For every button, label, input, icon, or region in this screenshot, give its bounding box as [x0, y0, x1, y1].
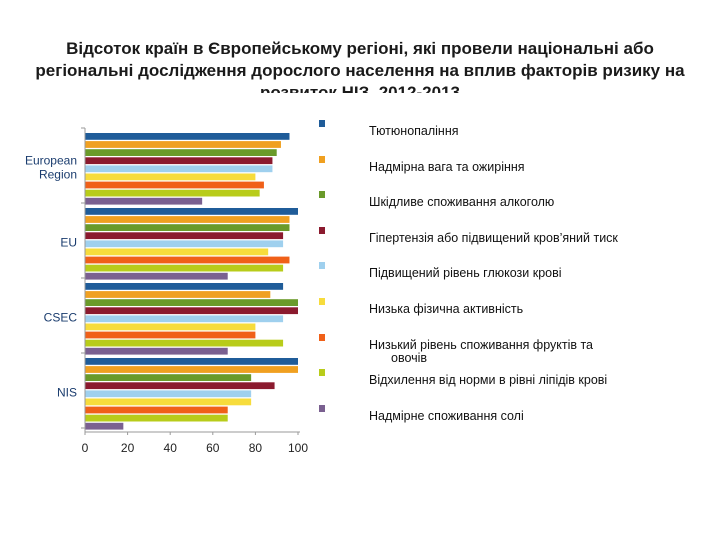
bar [85, 224, 290, 231]
legend-swatch [319, 369, 325, 377]
legend-label: Низький рівень споживання фруктів та [369, 337, 594, 352]
bar [85, 264, 284, 272]
bar [85, 307, 298, 315]
x-tick-label: 80 [249, 441, 263, 455]
legend-label: Підвищений рівень глюкози крові [369, 266, 562, 281]
x-tick-label: 0 [82, 441, 89, 455]
chart-title: Відсоток країн в Європейському регіоні, … [35, 39, 685, 93]
bar [85, 157, 273, 165]
legend-label: Надмірне споживання солі [369, 408, 524, 423]
legend-swatch [319, 333, 325, 341]
bar [85, 398, 252, 406]
bar [85, 390, 252, 398]
bar [85, 347, 228, 355]
bar [85, 422, 124, 430]
legend-label: Надмірна вага та ожиріння [369, 159, 525, 174]
bar [85, 256, 290, 264]
bar [85, 331, 256, 339]
bar [85, 141, 281, 148]
bar [85, 272, 228, 280]
bar [85, 232, 284, 240]
bar [85, 414, 228, 422]
x-tick-label: 60 [206, 441, 220, 455]
legend-swatch [319, 226, 325, 234]
bar [85, 181, 264, 189]
bar [85, 165, 273, 173]
bar [85, 197, 203, 205]
bar [85, 189, 260, 197]
bar [85, 133, 290, 140]
legend-label: Низька фізична активність [369, 302, 524, 316]
x-tick-label: 40 [164, 441, 178, 455]
bar [85, 299, 298, 306]
bar [85, 339, 284, 347]
bar [85, 208, 298, 215]
x-tick-label: 100 [288, 441, 308, 455]
legend-swatch [319, 298, 325, 305]
bar [85, 374, 252, 381]
bar [85, 366, 298, 373]
legend-label: Відхилення від норми в рівні ліпідів кро… [369, 373, 608, 388]
category-label: CSEC [44, 311, 78, 325]
category-label: European [25, 154, 77, 168]
legend-label: овочів [391, 350, 428, 365]
legend-swatch [319, 191, 325, 199]
bar [85, 315, 284, 323]
bar [85, 248, 269, 256]
bar [85, 149, 277, 156]
category-label: EU [60, 236, 77, 250]
legend-label: Тютюнопаління [369, 124, 459, 138]
bar [85, 358, 298, 365]
bar [85, 240, 284, 248]
bar [85, 291, 271, 298]
bar [85, 382, 275, 390]
bar [85, 406, 228, 414]
category-label: NIS [57, 386, 77, 400]
legend-swatch [319, 262, 325, 270]
bar [85, 323, 256, 331]
category-label: Region [39, 168, 77, 182]
legend-label: Гіпертензія або підвищений кров’яний тис… [369, 230, 618, 245]
legend-swatch [319, 404, 325, 412]
legend-swatch [319, 155, 325, 163]
legend-label: Шкідливе споживання алкоголю [369, 195, 555, 210]
x-tick-label: 20 [121, 441, 135, 455]
bar [85, 283, 284, 290]
bar [85, 216, 290, 223]
bar [85, 173, 256, 181]
legend-swatch [319, 120, 325, 127]
